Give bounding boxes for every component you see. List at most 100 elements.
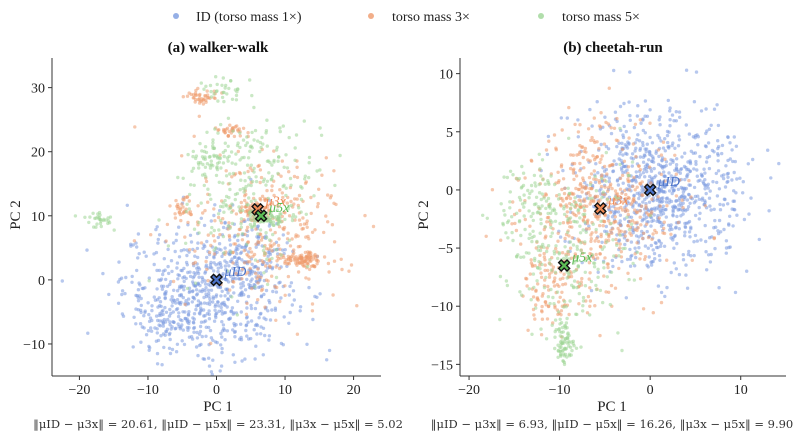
scatter-point [330, 223, 335, 227]
scatter-point [712, 107, 717, 111]
scatter-point [553, 335, 557, 339]
scatter-point [644, 150, 648, 154]
scatter-point [580, 145, 584, 149]
scatter-point [588, 271, 592, 275]
scatter-point [726, 135, 730, 139]
scatter-point [137, 252, 141, 256]
scatter-point [267, 264, 272, 268]
scatter-point [634, 170, 638, 174]
scatter-point [231, 266, 235, 271]
scatter-point [178, 318, 182, 322]
scatter-point [229, 79, 233, 83]
scatter-point [301, 226, 305, 231]
scatter-point [627, 183, 631, 187]
scatter-point [152, 295, 156, 299]
scatter-point [704, 191, 708, 196]
scatter-point [610, 231, 614, 235]
scatter-point [585, 204, 589, 208]
scatter-point [615, 119, 619, 124]
scatter-point [181, 95, 185, 99]
scatter-point [258, 168, 263, 172]
scatter-point [584, 186, 588, 190]
scatter-point [709, 208, 713, 212]
scatter-point [570, 236, 574, 240]
scatter-point [552, 252, 557, 256]
scatter-point [136, 256, 140, 260]
scatter-point [157, 233, 162, 237]
scatter-point [715, 103, 719, 107]
scatter-point [208, 154, 212, 159]
scatter-point [206, 278, 210, 283]
scatter-point [292, 298, 296, 302]
scatter-point [546, 196, 551, 201]
scatter-point [724, 164, 728, 168]
scatter-point [600, 154, 604, 158]
scatter-point [136, 295, 140, 300]
scatter-point [229, 210, 234, 214]
scatter-point [534, 202, 538, 206]
scatter-point [185, 94, 190, 98]
scatter-point [593, 194, 598, 198]
scatter-point [556, 197, 561, 201]
scatter-point [575, 244, 579, 249]
scatter-point [614, 162, 618, 166]
y-tick-label: 0 [446, 184, 453, 199]
scatter-point [605, 172, 609, 176]
scatter-point [203, 288, 207, 293]
scatter-point [130, 280, 134, 284]
scatter-point [101, 271, 105, 276]
scatter-point [292, 251, 296, 255]
scatter-point [270, 174, 275, 178]
scatter-point [671, 214, 675, 218]
scatter-point [268, 228, 273, 232]
scatter-point [647, 158, 651, 162]
scatter-point [720, 143, 725, 148]
scatter-point [695, 174, 699, 178]
scatter-point [309, 264, 314, 269]
scatter-point [674, 267, 678, 271]
scatter-point [220, 312, 224, 316]
scatter-point [588, 183, 593, 187]
scatter-point [231, 312, 235, 316]
scatter-point [684, 186, 688, 191]
scatter-point [221, 323, 226, 327]
scatter-point [583, 270, 587, 274]
scatter-point [185, 248, 189, 252]
scatter-point [287, 262, 291, 266]
scatter-point [683, 151, 687, 155]
scatter-point [655, 245, 659, 250]
scatter-point [250, 93, 254, 98]
scatter-point [197, 267, 202, 271]
scatter-point [192, 271, 196, 275]
scatter-point [277, 266, 282, 271]
scatter-point [156, 338, 161, 343]
scatter-point [552, 182, 557, 187]
scatter-point [209, 288, 214, 292]
scatter-point [642, 231, 646, 235]
scatter-point [208, 328, 213, 333]
scatter-point [563, 186, 567, 190]
scatter-point [662, 220, 666, 224]
scatter-point [626, 212, 630, 217]
scatter-point [233, 360, 237, 364]
scatter-point [193, 254, 197, 258]
scatter-point [623, 217, 627, 221]
scatter-point [637, 139, 642, 143]
scatter-point [724, 251, 728, 255]
scatter-point [727, 245, 731, 250]
scatter-point [632, 175, 636, 180]
x-tick-label: 0 [647, 383, 654, 398]
scatter-point [730, 207, 734, 211]
scatter-point [309, 211, 313, 216]
scatter-point [261, 353, 265, 357]
scatter-point [570, 203, 574, 207]
scatter-point [228, 226, 232, 230]
scatter-point [230, 97, 235, 102]
scatter-point [659, 290, 664, 295]
scatter-point [246, 131, 250, 135]
panel-a-ylabel: PC 2 [8, 200, 24, 230]
scatter-point [572, 279, 577, 283]
scatter-point [190, 169, 194, 173]
scatter-point [677, 110, 682, 114]
